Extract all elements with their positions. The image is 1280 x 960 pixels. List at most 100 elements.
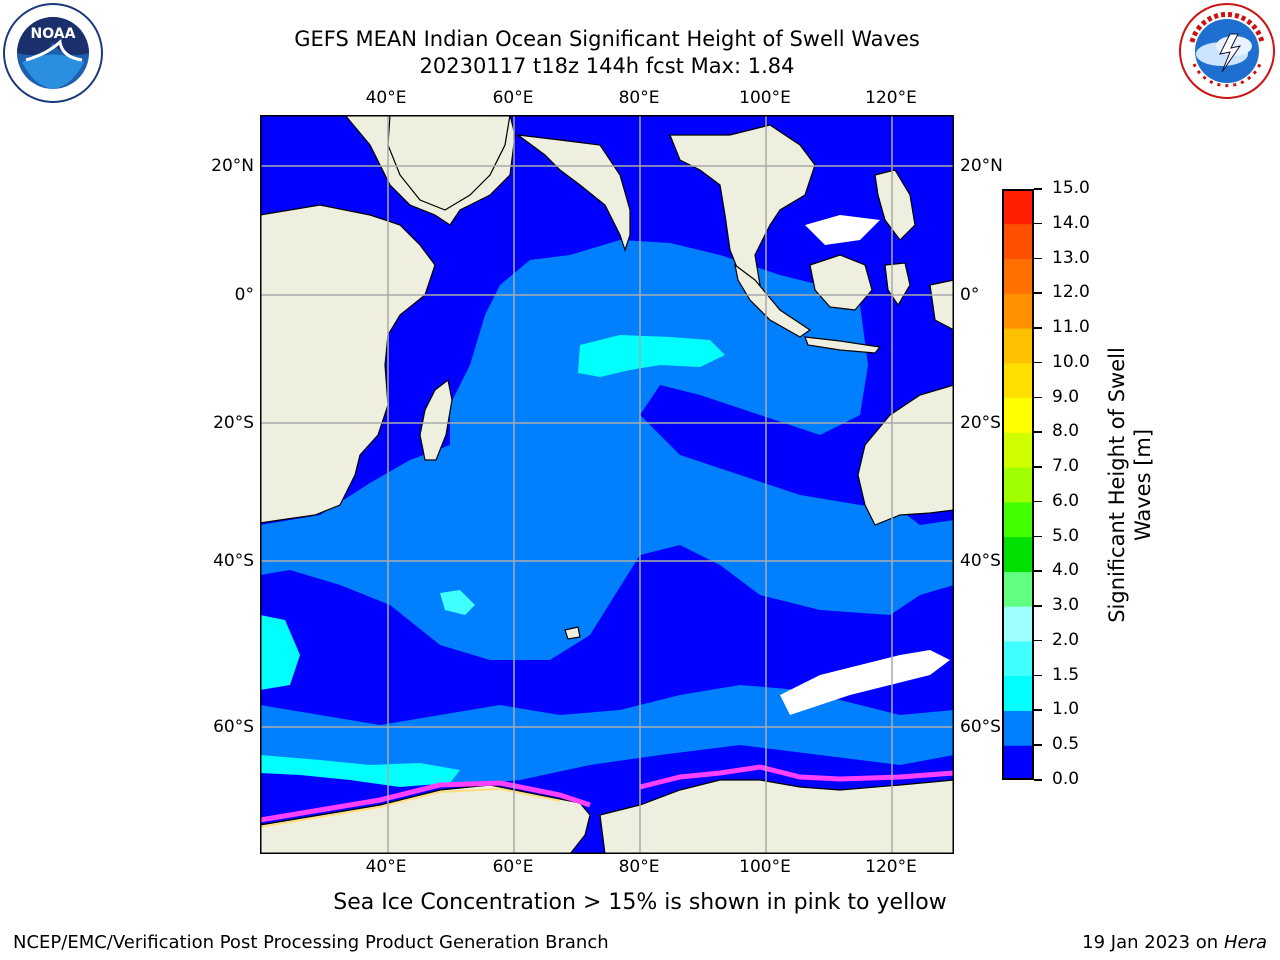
colorbar-segment: [1002, 536, 1034, 572]
nws-logo: [1178, 2, 1276, 100]
colorbar-tick-label: 15.0: [1052, 178, 1090, 198]
colorbar-segment: [1002, 640, 1034, 677]
sumatra: [734, 263, 812, 338]
footer-right: 19 Jan 2023 on Hera: [1082, 932, 1267, 953]
colorbar-label-line1: Significant Height of Swell: [1105, 347, 1129, 623]
colorbar-segment: [1002, 293, 1034, 329]
lat-label-right-60s: 60°S: [960, 717, 1001, 737]
colorbar-tick-mark: [1034, 257, 1042, 260]
nodata-patch-south: [780, 650, 950, 715]
lat-label-left-0: 0°: [234, 285, 254, 305]
colorbar-segment: [1002, 362, 1034, 399]
colorbar-segment: [1002, 328, 1034, 364]
colorbar-tick-label: 3.0: [1052, 595, 1080, 616]
footer-left: NCEP/EMC/Verification Post Processing Pr…: [13, 932, 609, 953]
colorbar-segment: [1002, 606, 1034, 642]
lon-label-bottom-40e: 40°E: [365, 857, 407, 877]
colorbar-tick-label: 8.0: [1052, 421, 1080, 442]
colorbar-tick-label: 0.5: [1052, 734, 1080, 755]
swell-patch-central: [578, 335, 725, 377]
java: [804, 336, 882, 354]
colorbar-tick-mark: [1034, 431, 1042, 433]
india: [515, 134, 631, 252]
lat-label-left-20n: 20°N: [211, 156, 254, 176]
colorbar-tick-label: 2.0: [1052, 629, 1080, 650]
svg-text:NOAA: NOAA: [31, 26, 76, 42]
colorbar-tick-label: 5.0: [1052, 525, 1080, 546]
noaa-logo: NOAA: [2, 2, 104, 104]
colorbar-tick-mark: [1034, 535, 1042, 538]
colorbar-tick-label: 1.5: [1052, 664, 1080, 685]
colorbar-segment: [1002, 189, 1034, 225]
lon-label-top-80e: 80°E: [618, 88, 660, 108]
colorbar: [1002, 189, 1034, 780]
swell-patch-s-ind: [440, 590, 475, 615]
colorbar-tick-mark: [1034, 605, 1042, 607]
lon-label-bottom-100e: 100°E: [739, 857, 791, 877]
lat-label-left-60s: 60°S: [213, 717, 254, 737]
colorbar-tick-label: 7.0: [1052, 456, 1080, 477]
nodata-patch-sea: [805, 215, 880, 245]
footer-date: 19 Jan 2023 on: [1082, 932, 1224, 953]
lon-label-top-100e: 100°E: [739, 88, 791, 108]
chart-title: GEFS MEAN Indian Ocean Significant Heigh…: [294, 27, 920, 51]
swell-height-map: [260, 115, 954, 854]
sea-ice-fringe-east: [639, 764, 954, 790]
colorbar-segment: [1002, 432, 1034, 468]
map-frame: [260, 115, 954, 854]
lat-label-left-40s: 40°S: [213, 551, 254, 571]
colorbar-segment: [1002, 675, 1034, 711]
colorbar-tick-label: 0.0: [1052, 769, 1080, 789]
graticule: [260, 115, 954, 854]
colorbar-tick-label: 6.0: [1052, 490, 1080, 511]
australia: [857, 384, 954, 526]
lat-label-right-0: 0°: [960, 285, 980, 305]
colorbar-segment: [1002, 258, 1034, 294]
colorbar-label-line2: Waves [m]: [1131, 428, 1155, 542]
colorbar-segment: [1002, 501, 1034, 538]
lon-label-top-60e: 60°E: [492, 88, 534, 108]
footer-machine: Hera: [1223, 932, 1267, 953]
philippines: [874, 169, 916, 241]
sea-ice-fringe: [260, 780, 591, 823]
colorbar-tick-label: 13.0: [1052, 247, 1090, 268]
colorbar-segment: [1002, 745, 1034, 780]
colorbar-tick-mark: [1034, 188, 1042, 190]
colorbar-tick-mark: [1034, 500, 1042, 503]
swell-patch-west: [260, 615, 300, 690]
colorbar-tick-mark: [1034, 396, 1042, 399]
borneo: [809, 254, 873, 311]
lon-label-top-40e: 40°E: [365, 88, 407, 108]
colorbar-tick-mark: [1034, 674, 1042, 677]
colorbar-tick-mark: [1034, 709, 1042, 711]
colorbar-tick-mark: [1034, 222, 1042, 225]
swell-band-0.5-1.0: [260, 240, 954, 660]
lat-label-right-20n: 20°N: [960, 156, 1003, 176]
colorbar-tick-label: 14.0: [1052, 212, 1090, 233]
colorbar-tick-mark: [1034, 361, 1042, 364]
colorbar-segment: [1002, 467, 1034, 503]
new-guinea: [929, 279, 954, 331]
colorbar-tick-mark: [1034, 779, 1042, 781]
kerguelen: [564, 626, 581, 640]
colorbar-tick-mark: [1034, 744, 1042, 746]
colorbar-tick-mark: [1034, 292, 1042, 294]
sea-ice-caption: Sea Ice Concentration > 15% is shown in …: [333, 890, 947, 915]
colorbar-segment: [1002, 571, 1034, 607]
colorbar-tick-mark: [1034, 466, 1042, 468]
colorbar-tick-label: 12.0: [1052, 282, 1090, 303]
colorbar-tick-mark: [1034, 639, 1042, 642]
swell-band-cyan-south: [260, 755, 460, 787]
arabian-peninsula: [387, 115, 511, 211]
madagascar: [419, 378, 453, 461]
lat-label-right-20s: 20°S: [960, 413, 1001, 433]
sea-ice-fringe-yellow: [260, 787, 561, 828]
colorbar-tick-mark: [1034, 570, 1042, 572]
colorbar-tick-label: 11.0: [1052, 317, 1090, 338]
lon-label-bottom-60e: 60°E: [492, 857, 534, 877]
lon-label-bottom-80e: 80°E: [618, 857, 660, 877]
colorbar-tick-label: 10.0: [1052, 351, 1090, 372]
colorbar-tick-label: 1.0: [1052, 699, 1080, 720]
lon-label-bottom-120e: 120°E: [865, 857, 917, 877]
colorbar-segment: [1002, 397, 1034, 433]
